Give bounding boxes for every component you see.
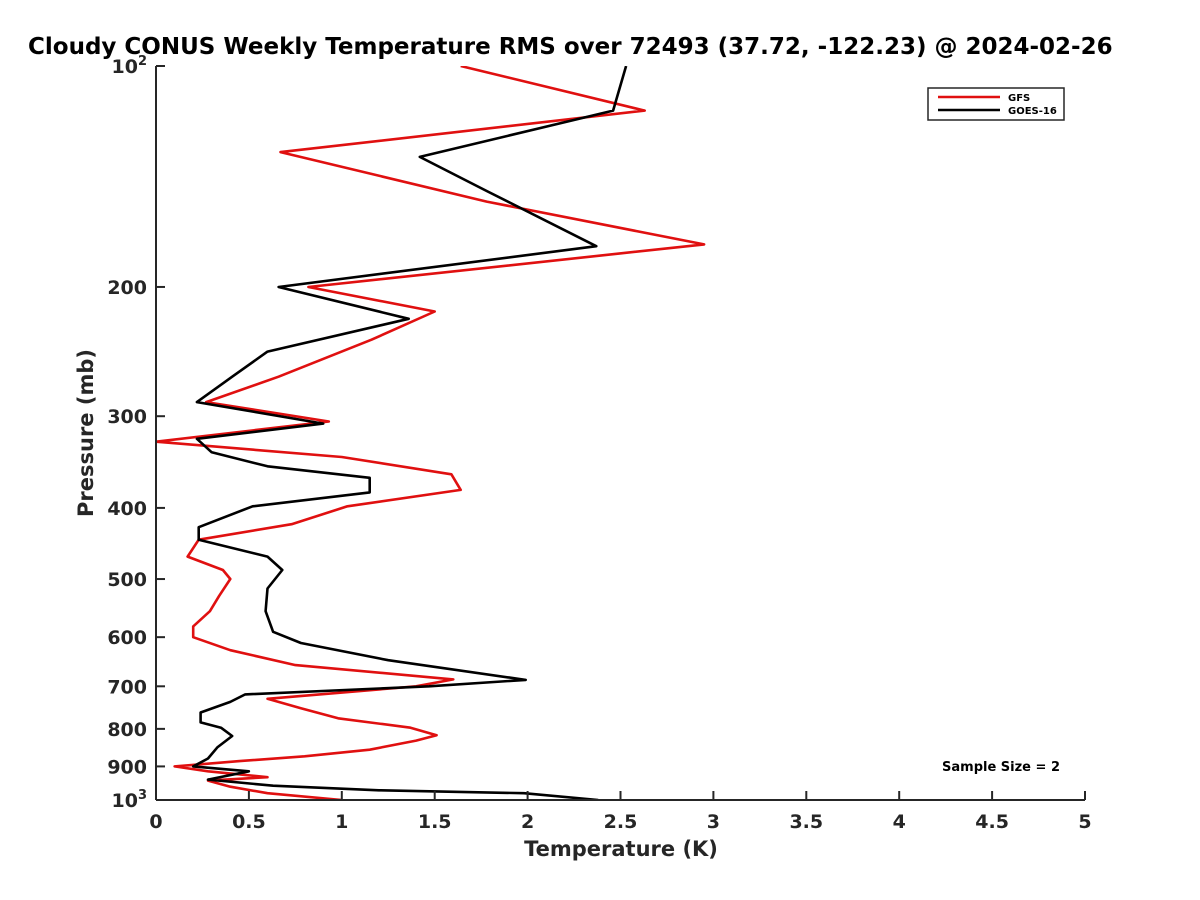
x-tick-label: 0.5 [232,811,266,833]
x-tick-label: 1.5 [418,811,452,833]
x-tick-label: 0 [149,811,162,833]
x-tick-label: 4 [893,811,906,833]
x-tick-label: 3.5 [789,811,823,833]
series-line-goes-16 [191,66,628,800]
y-tick-label: 103 [112,788,148,812]
y-tick-label: 800 [107,719,147,741]
series-line-gfs [156,66,706,800]
x-tick-label: 2.5 [604,811,638,833]
chart-title-group: Cloudy CONUS Weekly Temperature RMS over… [28,34,1113,60]
y-tick-label: 102 [112,54,148,78]
x-tick-label: 4.5 [975,811,1009,833]
chart-title: Cloudy CONUS Weekly Temperature RMS over… [28,34,1113,60]
legend: GFS GOES-16 [927,87,1065,121]
legend-entry: GFS [1008,93,1030,104]
y-tick-label: 200 [107,277,147,299]
x-tick-label: 2 [521,811,534,833]
y-tick-label: 900 [107,756,147,778]
x-tick-label: 3 [707,811,720,833]
y-axis-title: Pressure (mb) [74,349,98,517]
y-tick-label: 400 [107,498,147,520]
y-tick-label: 500 [107,569,147,591]
legend-entry: GOES-16 [1008,106,1057,117]
x-tick-label: 1 [335,811,348,833]
y-tick-label: 300 [107,406,147,428]
y-tick-label: 700 [107,676,147,698]
axes: 0 0.5 1 1.5 2 2.5 3 3.5 4 4.5 5 102 200 300 400 500 600 7… [107,54,1091,833]
series-layer [156,66,706,800]
sample-size-annotation: Sample Size = 2 [942,760,1060,775]
x-tick-label: 5 [1078,811,1091,833]
legend-box [927,87,1065,121]
x-axis-title: Temperature (K) [524,837,718,861]
y-tick-label: 600 [107,627,147,649]
